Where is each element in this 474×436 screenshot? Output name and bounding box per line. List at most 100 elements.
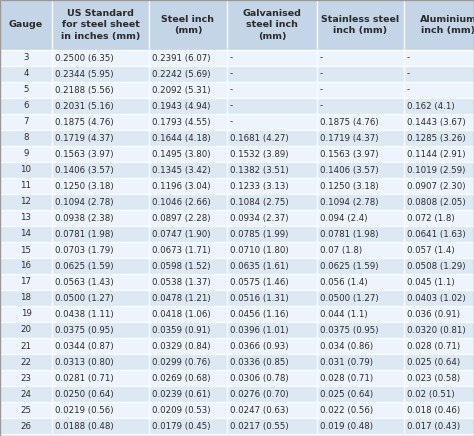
Text: 0.028 (0.71): 0.028 (0.71) — [320, 374, 373, 382]
Text: 14: 14 — [20, 229, 31, 238]
Bar — [52, 194, 149, 210]
Text: 0.023 (0.58): 0.023 (0.58) — [407, 374, 460, 382]
Bar — [317, 338, 404, 354]
Bar — [404, 98, 474, 114]
Text: -: - — [320, 54, 323, 62]
Text: 0.0375 (0.95): 0.0375 (0.95) — [320, 326, 379, 334]
Text: Gauge: Gauge — [9, 20, 43, 30]
Text: 0.0508 (1.29): 0.0508 (1.29) — [407, 262, 465, 270]
Text: 0.031 (0.79): 0.031 (0.79) — [320, 358, 373, 367]
Bar — [227, 386, 317, 402]
Text: 0.0785 (1.99): 0.0785 (1.99) — [230, 229, 288, 238]
Text: 0.2344 (5.95): 0.2344 (5.95) — [55, 69, 113, 78]
Bar — [227, 82, 317, 98]
Bar — [0, 98, 52, 114]
Text: 0.056 (1.4): 0.056 (1.4) — [320, 277, 368, 286]
Text: 0.1563 (3.97): 0.1563 (3.97) — [55, 150, 113, 159]
Bar — [149, 82, 227, 98]
Text: 0.0375 (0.95): 0.0375 (0.95) — [55, 326, 113, 334]
Bar — [52, 274, 149, 290]
Bar — [227, 178, 317, 194]
Bar — [149, 162, 227, 178]
Bar — [404, 82, 474, 98]
Bar — [0, 162, 52, 178]
Bar — [317, 0, 404, 50]
Bar — [317, 162, 404, 178]
Text: 0.1443 (3.67): 0.1443 (3.67) — [407, 117, 465, 126]
Bar — [52, 0, 149, 50]
Text: 0.1793 (4.55): 0.1793 (4.55) — [152, 117, 210, 126]
Text: 0.0500 (1.27): 0.0500 (1.27) — [55, 293, 114, 303]
Bar — [149, 322, 227, 338]
Bar — [404, 114, 474, 130]
Bar — [227, 194, 317, 210]
Bar — [0, 258, 52, 274]
Text: 0.0336 (0.85): 0.0336 (0.85) — [230, 358, 289, 367]
Bar — [52, 258, 149, 274]
Text: 0.044 (1.1): 0.044 (1.1) — [320, 310, 368, 319]
Bar — [149, 354, 227, 370]
Bar — [317, 194, 404, 210]
Bar — [317, 82, 404, 98]
Bar — [404, 274, 474, 290]
Bar — [0, 274, 52, 290]
Text: 6: 6 — [23, 102, 29, 110]
Bar — [317, 274, 404, 290]
Bar — [317, 386, 404, 402]
Text: 0.02 (0.51): 0.02 (0.51) — [407, 389, 455, 399]
Bar — [404, 386, 474, 402]
Text: 0.028 (0.71): 0.028 (0.71) — [407, 341, 460, 351]
Text: 0.1719 (4.37): 0.1719 (4.37) — [320, 133, 379, 143]
Bar — [52, 178, 149, 194]
Text: 0.0217 (0.55): 0.0217 (0.55) — [230, 422, 289, 430]
Text: -: - — [320, 69, 323, 78]
Bar — [404, 66, 474, 82]
Text: 0.1495 (3.80): 0.1495 (3.80) — [152, 150, 210, 159]
Text: 0.0359 (0.91): 0.0359 (0.91) — [152, 326, 210, 334]
Text: 0.0209 (0.53): 0.0209 (0.53) — [152, 405, 210, 415]
Text: 0.0247 (0.63): 0.0247 (0.63) — [230, 405, 289, 415]
Text: 19: 19 — [20, 310, 31, 319]
Bar — [404, 418, 474, 434]
Text: 0.2031 (5.16): 0.2031 (5.16) — [55, 102, 114, 110]
Bar — [52, 50, 149, 66]
Bar — [227, 226, 317, 242]
Bar — [52, 66, 149, 82]
Text: 3: 3 — [23, 54, 29, 62]
Text: 0.0438 (1.11): 0.0438 (1.11) — [55, 310, 114, 319]
Bar — [227, 306, 317, 322]
Bar — [0, 130, 52, 146]
Bar — [404, 370, 474, 386]
Bar — [0, 290, 52, 306]
Bar — [0, 386, 52, 402]
Text: -: - — [230, 54, 233, 62]
Bar — [149, 194, 227, 210]
Text: 20: 20 — [20, 326, 31, 334]
Text: 0.0710 (1.80): 0.0710 (1.80) — [230, 245, 289, 255]
Text: 0.022 (0.56): 0.022 (0.56) — [320, 405, 373, 415]
Bar — [149, 306, 227, 322]
Text: 0.0366 (0.93): 0.0366 (0.93) — [230, 341, 289, 351]
Bar — [227, 162, 317, 178]
Text: Aluminium
inch (mm): Aluminium inch (mm) — [419, 15, 474, 35]
Text: 0.1233 (3.13): 0.1233 (3.13) — [230, 181, 289, 191]
Text: 10: 10 — [20, 166, 31, 174]
Bar — [52, 306, 149, 322]
Bar — [149, 274, 227, 290]
Text: 0.0344 (0.87): 0.0344 (0.87) — [55, 341, 114, 351]
Bar — [404, 50, 474, 66]
Bar — [317, 146, 404, 162]
Text: 0.0239 (0.61): 0.0239 (0.61) — [152, 389, 210, 399]
Text: 0.0320 (0.81): 0.0320 (0.81) — [407, 326, 465, 334]
Bar — [0, 0, 52, 50]
Bar — [317, 66, 404, 82]
Bar — [404, 130, 474, 146]
Text: 0.0179 (0.45): 0.0179 (0.45) — [152, 422, 210, 430]
Bar — [227, 0, 317, 50]
Bar — [317, 354, 404, 370]
Bar — [404, 290, 474, 306]
Bar — [317, 114, 404, 130]
Bar — [227, 290, 317, 306]
Text: 0.017 (0.43): 0.017 (0.43) — [407, 422, 460, 430]
Bar — [149, 130, 227, 146]
